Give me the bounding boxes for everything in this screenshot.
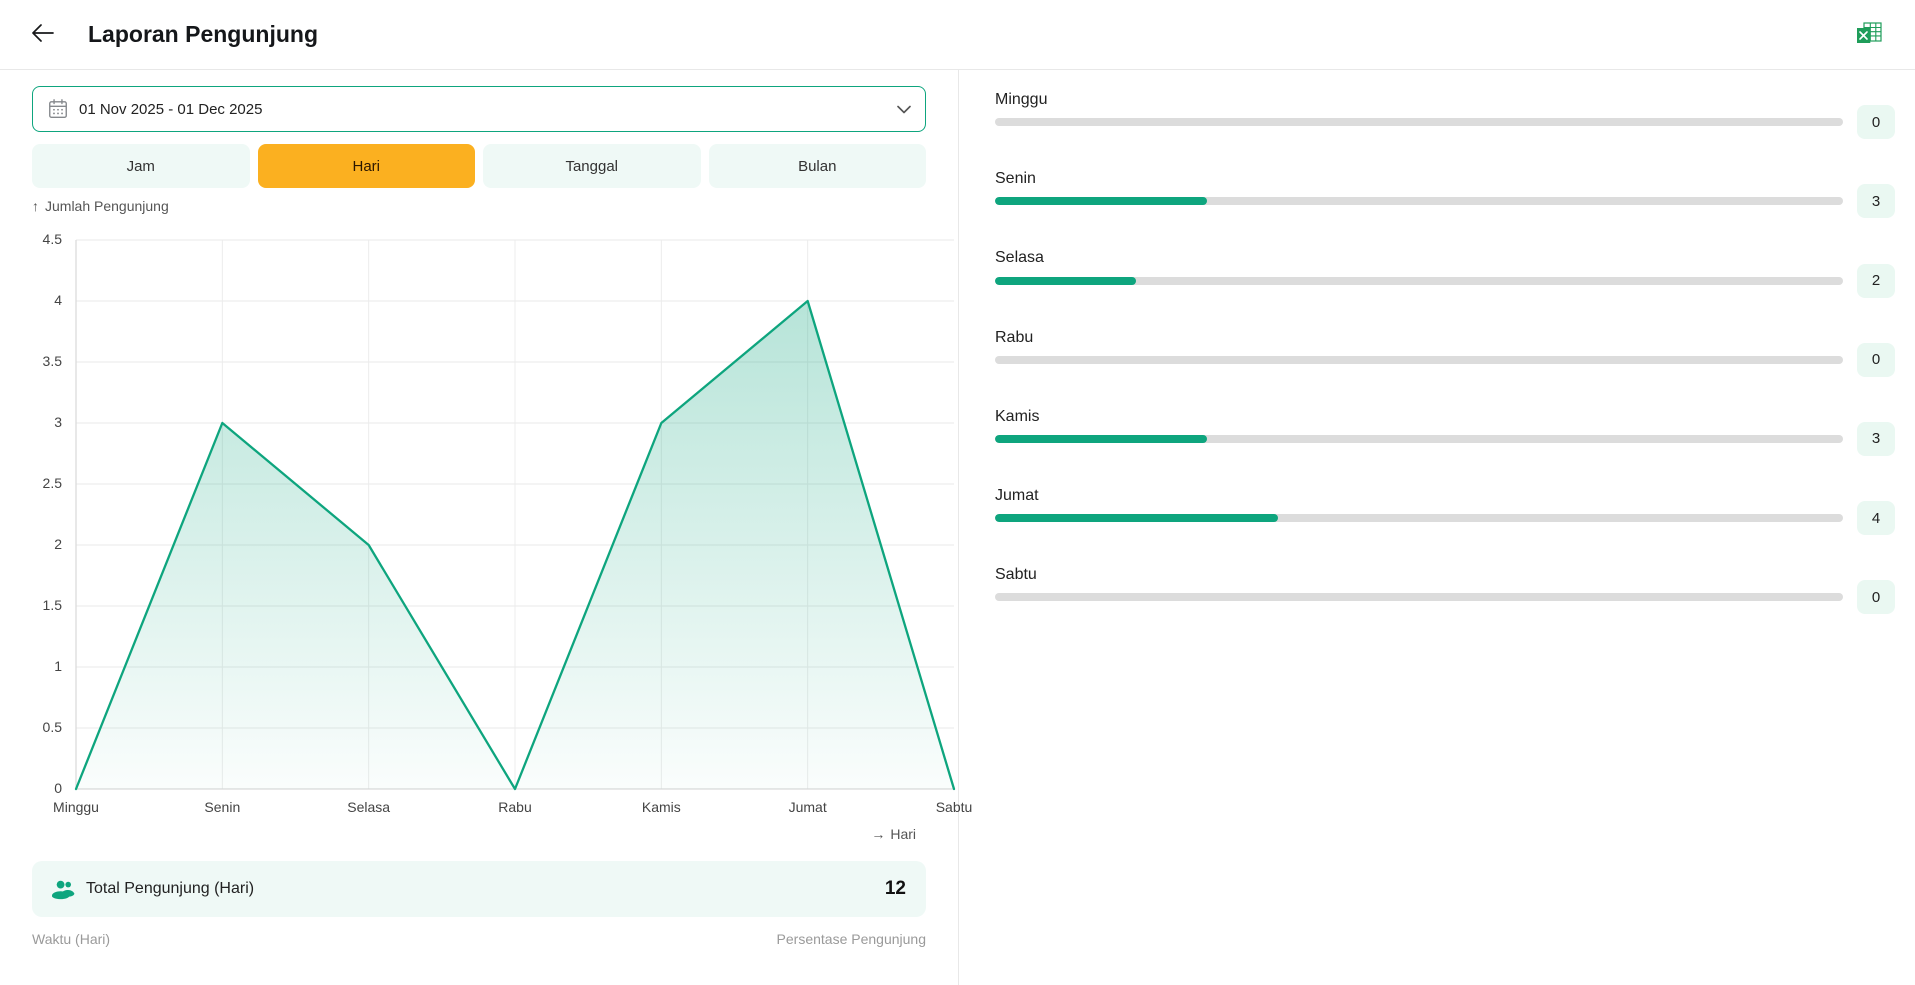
svg-text:1.5: 1.5 xyxy=(43,597,63,613)
svg-text:0: 0 xyxy=(54,780,62,796)
svg-text:Jumat: Jumat xyxy=(789,799,827,815)
svg-text:Rabu: Rabu xyxy=(498,799,531,815)
svg-text:Sabtu: Sabtu xyxy=(936,799,973,815)
svg-text:Selasa: Selasa xyxy=(347,799,390,815)
svg-text:3.5: 3.5 xyxy=(43,353,63,369)
svg-text:1: 1 xyxy=(54,658,62,674)
svg-text:Senin: Senin xyxy=(204,799,240,815)
svg-text:0.5: 0.5 xyxy=(43,719,63,735)
svg-text:2.5: 2.5 xyxy=(43,475,63,491)
svg-text:Kamis: Kamis xyxy=(642,799,681,815)
svg-text:4: 4 xyxy=(54,292,62,308)
svg-text:2: 2 xyxy=(54,536,62,552)
svg-text:Minggu: Minggu xyxy=(53,799,99,815)
svg-text:4.5: 4.5 xyxy=(43,231,63,247)
svg-text:3: 3 xyxy=(54,414,62,430)
